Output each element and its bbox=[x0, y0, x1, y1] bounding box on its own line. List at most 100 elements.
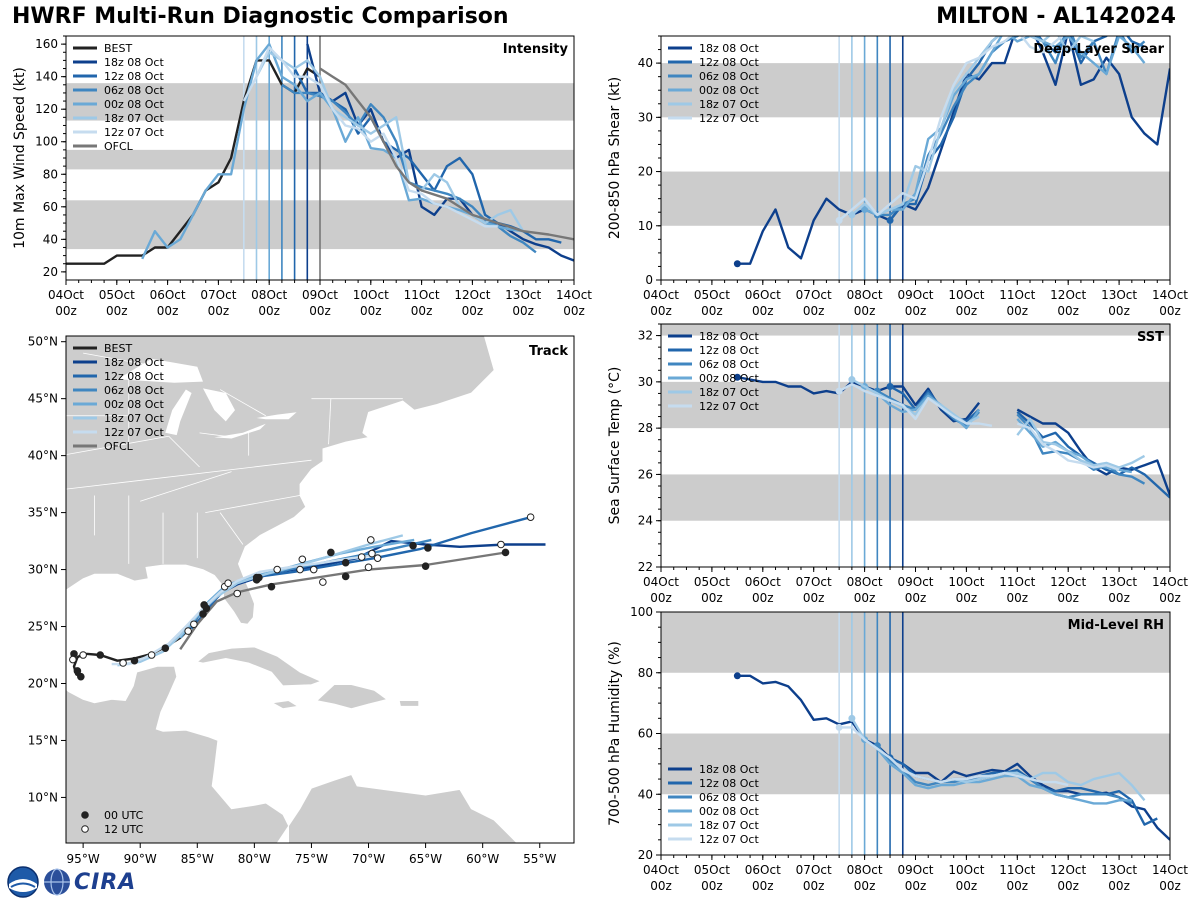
x-tick-label-hour: 00z bbox=[803, 591, 825, 605]
legend-label: 18z 07 Oct bbox=[699, 386, 759, 399]
x-tick-label-date: 08Oct bbox=[847, 288, 883, 302]
legend-label: OFCL bbox=[104, 140, 134, 153]
x-tick-label-hour: 00z bbox=[956, 304, 978, 318]
lat-tick-label: 35°N bbox=[28, 506, 58, 520]
x-tick-label-hour: 00z bbox=[258, 304, 280, 318]
lat-tick-label: 15°N bbox=[28, 733, 58, 747]
series-line-run_18z_07 bbox=[851, 378, 1146, 469]
marker-legend-label: 12 UTC bbox=[104, 823, 144, 836]
legend-marker-00utc bbox=[81, 811, 89, 819]
lat-tick-label: 25°N bbox=[28, 620, 58, 634]
legend-label: 12z 08 Oct bbox=[699, 56, 759, 69]
series-init-marker bbox=[886, 216, 894, 224]
hispaniola-land bbox=[316, 684, 388, 710]
x-tick-label-hour: 00z bbox=[752, 879, 774, 893]
y-axis-label: 10m Max Wind Speed (kt) bbox=[12, 67, 28, 249]
x-tick-label-date: 05Oct bbox=[99, 288, 135, 302]
track-marker-12utc bbox=[497, 540, 505, 549]
track-marker-12utc bbox=[364, 563, 373, 572]
track-line-run_18z_07 bbox=[117, 534, 404, 667]
y-tick-label: 0 bbox=[645, 273, 653, 287]
track-panel: 95°W 90°W 85°W 80°W 75°W 70°W 65°W 60°W 55°W 10°N… bbox=[28, 335, 575, 866]
x-tick-label-hour: 00z bbox=[701, 591, 723, 605]
x-tick-label-date: 14Oct bbox=[1152, 288, 1188, 302]
track-marker-12utc bbox=[69, 655, 77, 664]
lat-tick-label: 10°N bbox=[28, 790, 58, 804]
legend-label: 18z 07 Oct bbox=[699, 98, 759, 111]
x-tick-label-hour: 00z bbox=[803, 879, 825, 893]
track-marker-00utc bbox=[252, 573, 261, 582]
track-line-run_12z_07 bbox=[111, 553, 381, 666]
x-tick-label-date: 07Oct bbox=[200, 288, 236, 302]
y-tick-label: 80 bbox=[43, 167, 58, 181]
y-tick-label: 80 bbox=[638, 666, 653, 680]
track-marker-12utc bbox=[319, 578, 327, 586]
x-tick-label-date: 09Oct bbox=[302, 288, 338, 302]
jamaica-land bbox=[271, 700, 299, 710]
x-tick-label-date: 13Oct bbox=[505, 288, 541, 302]
y-axis-label: 700-500 hPa Humidity (%) bbox=[607, 641, 623, 826]
series-line-ofcl bbox=[319, 67, 574, 241]
x-tick-label-hour: 00z bbox=[650, 591, 672, 605]
x-tick-label-hour: 00z bbox=[411, 304, 433, 318]
track-marker-00utc bbox=[501, 548, 510, 557]
x-tick-label-date: 11Oct bbox=[999, 863, 1035, 877]
legend-label: 00z 08 Oct bbox=[699, 372, 759, 385]
north-america-land bbox=[66, 336, 495, 625]
legend-label: 18z 08 Oct bbox=[104, 356, 164, 369]
lon-tick-label: 85°W bbox=[181, 852, 214, 866]
x-tick-label-hour: 00z bbox=[157, 304, 179, 318]
puerto-rico-land bbox=[398, 700, 420, 707]
lat-tick-label: 40°N bbox=[28, 449, 58, 463]
x-tick-label-date: 10Oct bbox=[948, 288, 984, 302]
x-tick-label-hour: 00z bbox=[208, 304, 230, 318]
panel-title: Intensity bbox=[503, 42, 569, 57]
legend-label: 00z 08 Oct bbox=[699, 805, 759, 818]
track-marker-12utc bbox=[526, 513, 535, 521]
x-tick-label-hour: 00z bbox=[1057, 879, 1079, 893]
track-marker-00utc bbox=[421, 562, 430, 570]
panel-title: Track bbox=[529, 344, 568, 359]
y-tick-label: 160 bbox=[35, 37, 58, 51]
x-tick-label-hour: 00z bbox=[803, 304, 825, 318]
x-tick-label-hour: 00z bbox=[905, 591, 927, 605]
track-marker-12utc bbox=[119, 659, 127, 667]
border-line bbox=[66, 459, 312, 490]
y-tick-label: 26 bbox=[638, 467, 653, 481]
series-init-marker bbox=[861, 206, 869, 214]
y-tick-label: 24 bbox=[638, 514, 653, 528]
shaded-band bbox=[661, 324, 1170, 336]
y-tick-label: 40 bbox=[638, 56, 653, 70]
legend-label: 18z 07 Oct bbox=[104, 412, 164, 425]
x-tick-label-date: 04Oct bbox=[48, 288, 84, 302]
x-tick-label-date: 11Oct bbox=[999, 288, 1035, 302]
lat-tick-label: 50°N bbox=[28, 335, 58, 349]
legend-label: 18z 07 Oct bbox=[699, 819, 759, 832]
cira-wordmark: CIRA bbox=[74, 869, 137, 895]
x-tick-label-hour: 00z bbox=[650, 879, 672, 893]
legend-label: 00z 08 Oct bbox=[104, 398, 164, 411]
x-tick-label-hour: 00z bbox=[106, 304, 128, 318]
series-init-marker bbox=[733, 672, 741, 680]
x-tick-label-date: 11Oct bbox=[999, 575, 1035, 589]
series-line-run_12z_07 bbox=[839, 726, 1069, 787]
x-tick-label-date: 08Oct bbox=[847, 863, 883, 877]
x-tick-label-hour: 00z bbox=[854, 304, 876, 318]
series-line-run_12z_07 bbox=[242, 46, 498, 228]
x-tick-label-hour: 00z bbox=[1108, 591, 1130, 605]
sst-panel: 22 24 26 28 30 32 04Oct 00z 05Oct 00z 06Oct 00z 07Oc… bbox=[607, 323, 1188, 605]
x-tick-label-date: 12Oct bbox=[454, 288, 490, 302]
track-marker-00utc bbox=[130, 656, 139, 665]
border-line bbox=[140, 471, 232, 502]
series-init-marker bbox=[886, 382, 894, 390]
south-america-land bbox=[288, 774, 574, 843]
track-marker-00utc bbox=[199, 610, 207, 618]
border-line bbox=[219, 512, 244, 545]
intensity-panel: 20 40 60 80 100 120 140 160 04Oct 00z 05Oct 00z 06Oc… bbox=[12, 35, 592, 318]
series-init-marker bbox=[835, 723, 843, 731]
x-tick-label-hour: 00z bbox=[956, 879, 978, 893]
track-marker-00utc bbox=[96, 651, 105, 659]
legend-label: 00z 08 Oct bbox=[104, 98, 164, 111]
track-marker-00utc bbox=[73, 667, 82, 675]
series-line-run_18z_08 bbox=[737, 36, 1170, 265]
